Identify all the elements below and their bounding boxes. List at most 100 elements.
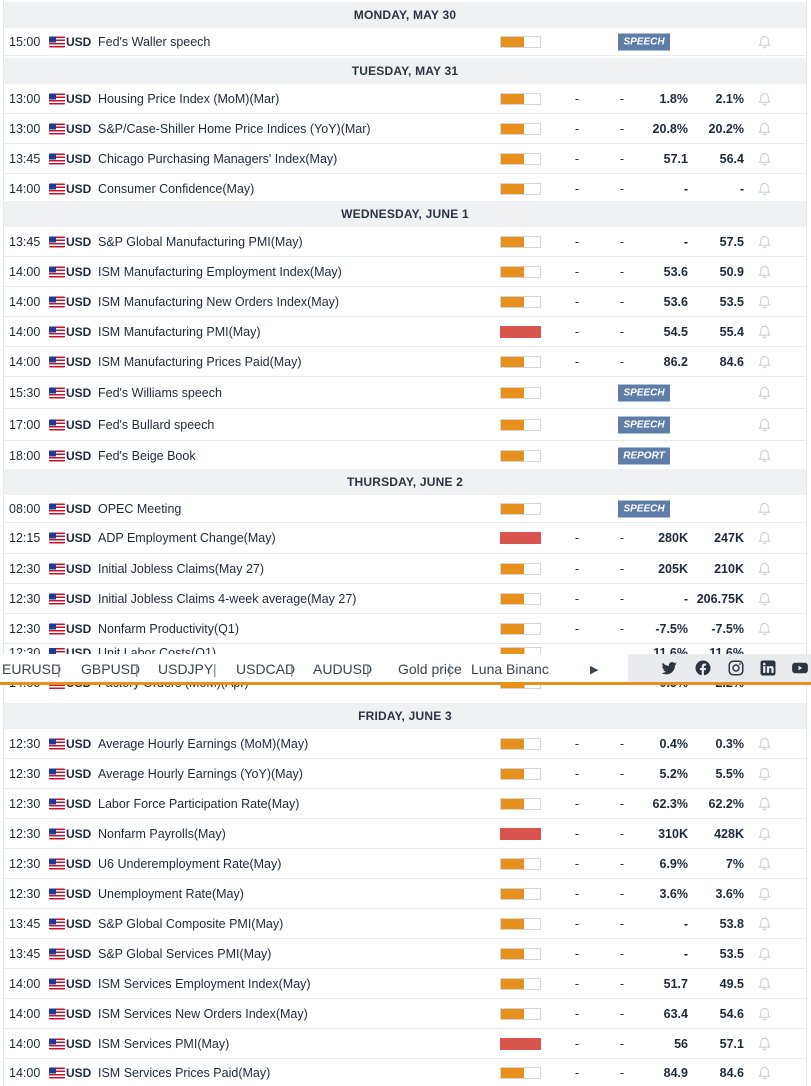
- event-row[interactable]: 12:30 USD Unemployment Rate(May) - - 3.6% 3.6%: [4, 879, 806, 909]
- linkedin-icon[interactable]: [759, 659, 777, 682]
- facebook-icon[interactable]: [694, 659, 712, 682]
- event-row[interactable]: 15:00 USD Fed's Waller speech SPEECH: [4, 28, 806, 56]
- event-name[interactable]: Nonfarm Payrolls(May): [98, 826, 226, 841]
- event-name[interactable]: S&P Global Services PMI(May): [98, 946, 272, 961]
- bell-icon[interactable]: [757, 561, 772, 576]
- bell-icon[interactable]: [757, 324, 772, 339]
- bell-icon[interactable]: [757, 796, 772, 811]
- event-row[interactable]: 14:00 USD ISM Services Prices Paid(May) - - 8…: [4, 1059, 806, 1086]
- event-name[interactable]: ISM Services Prices Paid(May): [98, 1066, 271, 1080]
- event-row[interactable]: 12:30 USD Labor Force Participation Rate(M…: [4, 789, 806, 819]
- event-name[interactable]: Fed's Waller speech: [98, 34, 211, 49]
- event-row[interactable]: 12:30 USD Average Hourly Earnings (MoM)(Ma…: [4, 729, 806, 759]
- event-row[interactable]: 13:45 USD Chicago Purchasing Managers' Ind…: [4, 144, 806, 174]
- bell-icon[interactable]: [757, 121, 772, 136]
- ticker-item[interactable]: Luna Binanc: [471, 661, 549, 677]
- bell-icon[interactable]: [757, 621, 772, 636]
- bell-icon[interactable]: [757, 501, 772, 516]
- event-row[interactable]: 14:00 USD ISM Manufacturing Employment Ind…: [4, 257, 806, 287]
- event-name[interactable]: Unemployment Rate(May): [98, 886, 244, 901]
- event-name[interactable]: ISM Manufacturing PMI(May): [98, 324, 261, 339]
- event-row[interactable]: 13:45 USD S&P Global Services PMI(May) - - - 5…: [4, 939, 806, 969]
- ticker-item[interactable]: Gold price: [398, 661, 462, 677]
- event-name[interactable]: Consumer Confidence(May): [98, 181, 255, 196]
- ticker-item[interactable]: EURUSD: [2, 661, 62, 677]
- event-row[interactable]: 14:00 USD ISM Manufacturing Prices Paid(Ma…: [4, 347, 806, 377]
- event-row[interactable]: 14:00 USD ISM Manufacturing New Orders Ind…: [4, 287, 806, 317]
- event-name[interactable]: Fed's Bullard speech: [98, 417, 215, 432]
- bell-icon[interactable]: [757, 886, 772, 901]
- event-row[interactable]: 17:00 USD Fed's Bullard speech SPEECH: [4, 409, 806, 441]
- event-name[interactable]: S&P Global Composite PMI(May): [98, 916, 284, 931]
- event-name[interactable]: ISM Manufacturing Employment Index(May): [98, 264, 342, 279]
- event-name[interactable]: ISM Manufacturing New Orders Index(May): [98, 294, 340, 309]
- bell-icon[interactable]: [757, 1006, 772, 1021]
- bell-icon[interactable]: [757, 234, 772, 249]
- event-name[interactable]: Average Hourly Earnings (YoY)(May): [98, 766, 303, 781]
- ticker-item[interactable]: AUDUSD: [313, 661, 373, 677]
- event-name[interactable]: ISM Services New Orders Index(May): [98, 1006, 308, 1021]
- bell-icon[interactable]: [757, 448, 772, 463]
- event-row[interactable]: 12:30 USD Initial Jobless Claims 4-week av…: [4, 584, 806, 614]
- event-row[interactable]: 14:00 USD Consumer Confidence(May) - - - -: [4, 174, 806, 204]
- event-row[interactable]: 14:00 USD ISM Manufacturing PMI(May) - - 54.5…: [4, 317, 806, 347]
- event-name[interactable]: Nonfarm Productivity(Q1): [98, 621, 240, 636]
- bell-icon[interactable]: [757, 976, 772, 991]
- event-name[interactable]: ISM Manufacturing Prices Paid(May): [98, 354, 302, 369]
- ticker-item[interactable]: USDJPY: [158, 661, 214, 677]
- youtube-icon[interactable]: [791, 659, 809, 682]
- event-row[interactable]: 12:15 USD ADP Employment Change(May) - - 280K…: [4, 523, 806, 554]
- ticker-item[interactable]: USDCAD: [236, 661, 296, 677]
- event-row[interactable]: 13:00 USD S&P/Case-Shiller Home Price Indi…: [4, 114, 806, 144]
- bell-icon[interactable]: [757, 1066, 772, 1081]
- bell-icon[interactable]: [757, 91, 772, 106]
- event-name[interactable]: Initial Jobless Claims 4-week average(Ma…: [98, 591, 357, 606]
- event-name[interactable]: ISM Services Employment Index(May): [98, 976, 311, 991]
- bell-icon[interactable]: [757, 354, 772, 369]
- event-row[interactable]: 12:30 USD Average Hourly Earnings (YoY)(Ma…: [4, 759, 806, 789]
- ticker-next-arrow-icon[interactable]: ▶: [590, 664, 599, 676]
- bell-icon[interactable]: [757, 856, 772, 871]
- twitter-icon[interactable]: [660, 659, 678, 682]
- event-name[interactable]: Labor Force Participation Rate(May): [98, 796, 300, 811]
- event-name[interactable]: Fed's Beige Book: [98, 448, 196, 463]
- bell-icon[interactable]: [757, 916, 772, 931]
- bell-icon[interactable]: [757, 417, 772, 432]
- bell-icon[interactable]: [757, 385, 772, 400]
- bell-icon[interactable]: [757, 736, 772, 751]
- event-row[interactable]: 14:00 USD ISM Services PMI(May) - - 56 57.1: [4, 1029, 806, 1059]
- event-row[interactable]: 08:00 USD OPEC Meeting SPEECH: [4, 495, 806, 523]
- bell-icon[interactable]: [757, 766, 772, 781]
- event-name[interactable]: U6 Underemployment Rate(May): [98, 856, 282, 871]
- event-row[interactable]: 12:30 USD Initial Jobless Claims(May 27) - -…: [4, 554, 806, 584]
- event-row[interactable]: 14:00 USD ISM Services Employment Index(Ma…: [4, 969, 806, 999]
- bell-icon[interactable]: [757, 946, 772, 961]
- event-name[interactable]: ADP Employment Change(May): [98, 531, 276, 545]
- event-name[interactable]: Initial Jobless Claims(May 27): [98, 561, 265, 576]
- bell-icon[interactable]: [757, 294, 772, 309]
- bell-icon[interactable]: [757, 826, 772, 841]
- event-row[interactable]: 13:00 USD Housing Price Index (MoM)(Mar) - -…: [4, 84, 806, 114]
- bell-icon[interactable]: [757, 34, 772, 49]
- event-name[interactable]: OPEC Meeting: [98, 501, 182, 516]
- event-row[interactable]: 18:00 USD Fed's Beige Book REPORT: [4, 441, 806, 471]
- event-row[interactable]: 12:30 USD Nonfarm Productivity(Q1) - - -7.5% -…: [4, 614, 806, 644]
- bell-icon[interactable]: [757, 1036, 772, 1051]
- bell-icon[interactable]: [757, 264, 772, 279]
- bell-icon[interactable]: [757, 531, 772, 546]
- event-name[interactable]: ISM Services PMI(May): [98, 1036, 230, 1051]
- ticker-item[interactable]: GBPUSD: [81, 661, 141, 677]
- event-row[interactable]: 12:30 USD U6 Underemployment Rate(May) - - 6.…: [4, 849, 806, 879]
- event-name[interactable]: S&P/Case-Shiller Home Price Indices (YoY…: [98, 121, 371, 136]
- event-row[interactable]: 15:30 USD Fed's Williams speech SPEECH: [4, 377, 806, 409]
- event-row[interactable]: 13:45 USD S&P Global Composite PMI(May) - - -…: [4, 909, 806, 939]
- event-row[interactable]: 14:00 USD ISM Services New Orders Index(Ma…: [4, 999, 806, 1029]
- event-name[interactable]: Housing Price Index (MoM)(Mar): [98, 91, 280, 106]
- event-name[interactable]: S&P Global Manufacturing PMI(May): [98, 234, 303, 249]
- bell-icon[interactable]: [757, 591, 772, 606]
- event-row[interactable]: 13:45 USD S&P Global Manufacturing PMI(May…: [4, 227, 806, 257]
- instagram-icon[interactable]: [727, 659, 745, 682]
- event-name[interactable]: Chicago Purchasing Managers' Index(May): [98, 151, 338, 166]
- event-name[interactable]: Average Hourly Earnings (MoM)(May): [98, 736, 309, 751]
- bell-icon[interactable]: [757, 151, 772, 166]
